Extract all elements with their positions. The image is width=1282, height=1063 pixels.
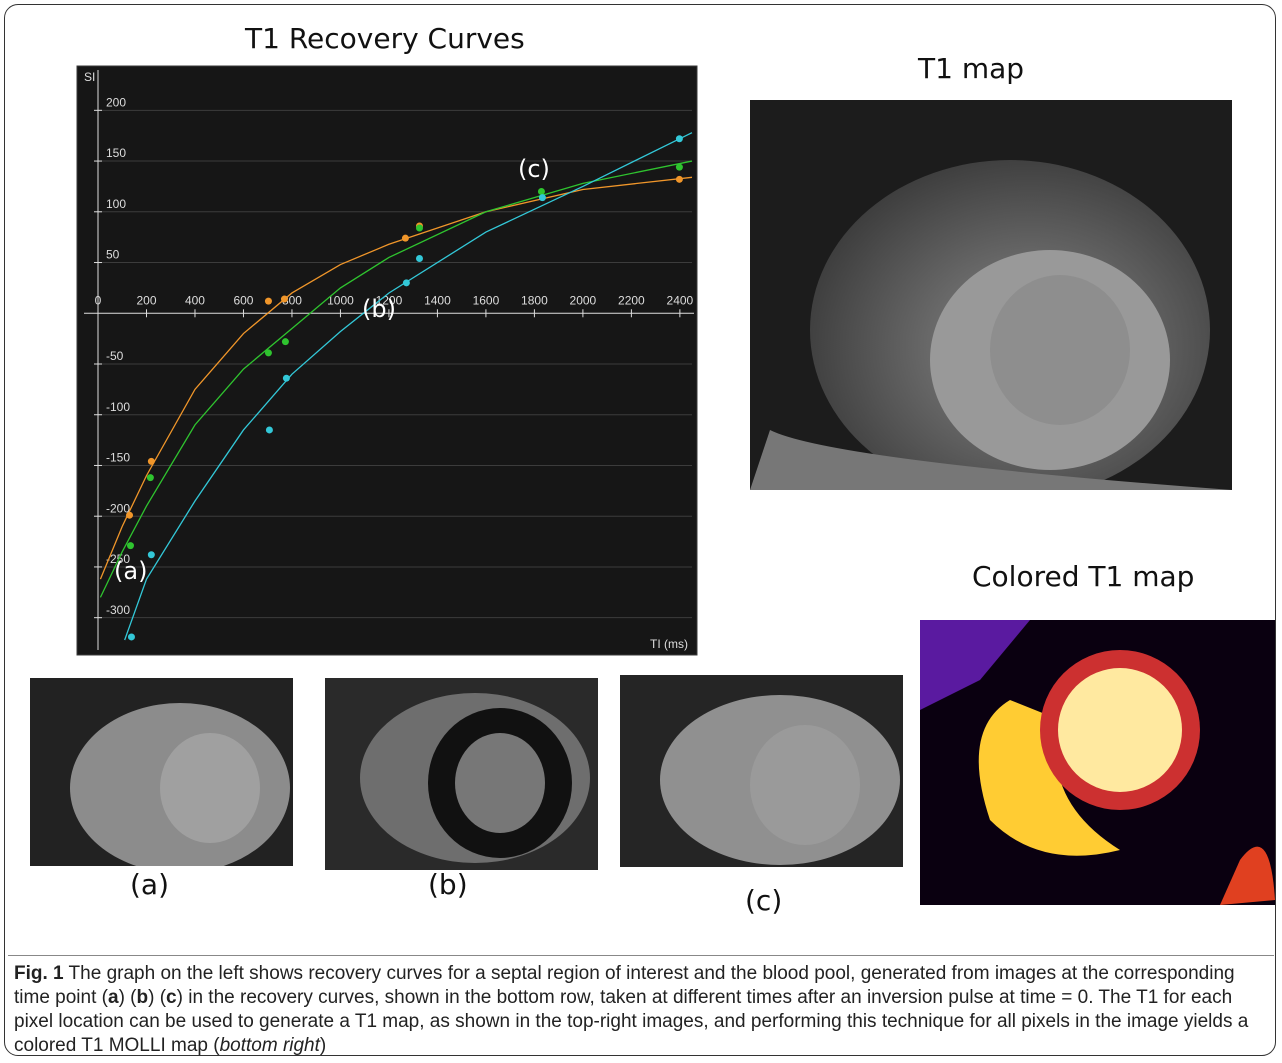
x-tick-label: 1800: [521, 293, 548, 307]
data-point: [676, 135, 683, 142]
data-point: [265, 349, 272, 356]
y-tick-label: 100: [106, 197, 126, 211]
x-tick-label: 2400: [667, 293, 694, 307]
x-tick-label: 1400: [424, 293, 451, 307]
image-b: [325, 678, 598, 870]
caption-run: ): [320, 1035, 326, 1056]
data-point: [282, 338, 289, 345]
caption-run: ) (: [119, 987, 137, 1008]
caption: Fig. 1 The graph on the left shows recov…: [14, 962, 1270, 1058]
data-point: [402, 235, 409, 242]
y-tick-label: 150: [106, 146, 126, 160]
data-point: [416, 225, 423, 232]
data-point: [538, 188, 545, 195]
x-tick-label: 200: [136, 293, 156, 307]
x-axis-label: TI (ms): [650, 637, 688, 651]
caption-run: c: [166, 987, 177, 1008]
image-a: [30, 678, 293, 866]
data-point: [416, 255, 423, 262]
y-tick-label: -50: [106, 349, 124, 363]
data-point: [403, 279, 410, 286]
data-point: [539, 194, 546, 201]
data-point: [126, 512, 133, 519]
t1-map-label: T1 map: [918, 52, 1024, 85]
annotation: (a): [114, 557, 147, 585]
caption-run: b: [137, 987, 149, 1008]
data-point: [676, 176, 683, 183]
caption-run: Fig. 1: [14, 963, 64, 984]
caption-rule: [8, 955, 1274, 956]
colored-t1-map-image: [920, 620, 1275, 905]
y-tick-label: 50: [106, 248, 120, 262]
data-point: [266, 426, 273, 433]
data-point: [128, 633, 135, 640]
label-c: (c): [745, 884, 782, 917]
caption-run: a: [108, 987, 119, 1008]
x-tick-label: 2000: [570, 293, 597, 307]
y-tick-label: -150: [106, 451, 130, 465]
x-tick-label: 400: [185, 293, 205, 307]
x-tick-label: 0: [95, 293, 102, 307]
x-tick-label: 1600: [473, 293, 500, 307]
data-point: [676, 164, 683, 171]
data-point: [283, 375, 290, 382]
x-tick-label: 2200: [618, 293, 645, 307]
caption-run: ) in the recovery curves, shown in the b…: [14, 987, 1248, 1056]
y-tick-label: -300: [106, 603, 130, 617]
data-point: [148, 458, 155, 465]
y-tick-label: 200: [106, 95, 126, 109]
caption-run: ) (: [148, 987, 166, 1008]
annotation: (c): [518, 155, 550, 183]
data-point: [147, 474, 154, 481]
label-b: (b): [428, 868, 468, 901]
data-point: [148, 551, 155, 558]
caption-run: bottom right: [220, 1035, 320, 1056]
figure: T1 Recovery Curves -300-250-200-150-100-…: [0, 0, 1282, 1063]
x-tick-label: 600: [233, 293, 253, 307]
t1-map-image: [750, 100, 1232, 490]
image-c: [620, 675, 903, 867]
y-tick-label: -100: [106, 400, 130, 414]
annotation: (b): [362, 295, 396, 323]
colored-map-label: Colored T1 map: [972, 560, 1194, 593]
label-a: (a): [130, 868, 169, 901]
data-point: [265, 298, 272, 305]
data-point: [281, 296, 288, 303]
data-point: [127, 542, 134, 549]
y-axis-label: SI: [84, 70, 95, 84]
